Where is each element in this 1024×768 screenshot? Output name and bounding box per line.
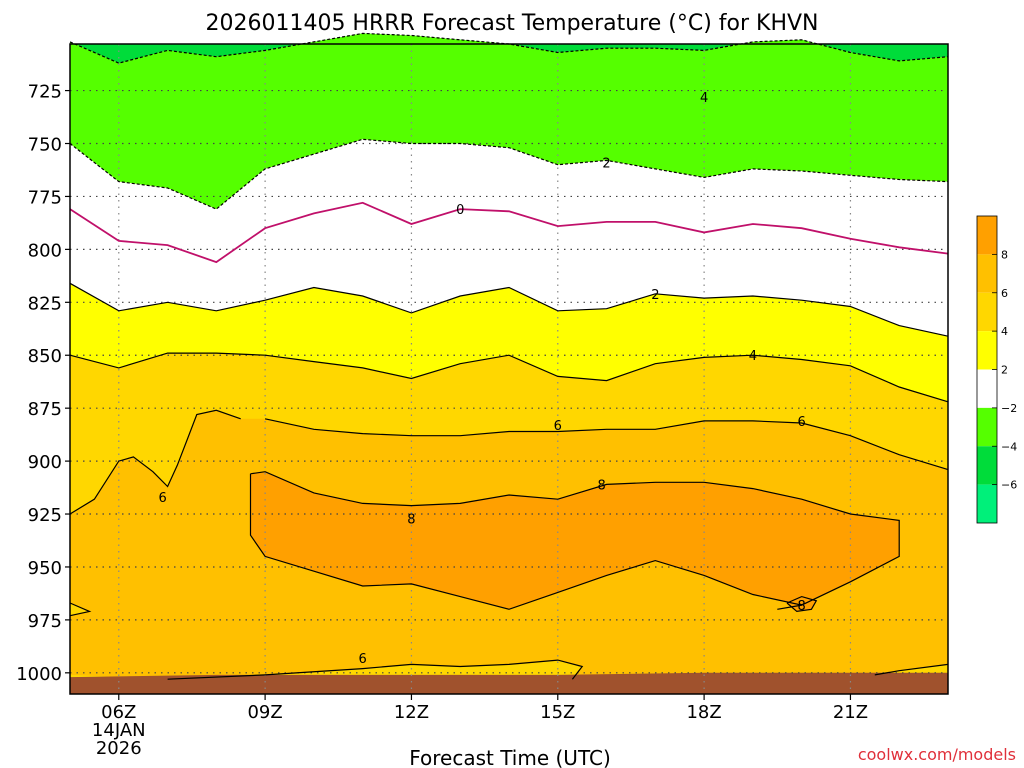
colorbar-label-2: 4 bbox=[1001, 325, 1008, 338]
isotherm-label-4: 4 bbox=[749, 349, 757, 364]
band-minus6-minus4 bbox=[70, 33, 948, 64]
isotherm-line-3 bbox=[69, 282, 949, 337]
band-left-pocket bbox=[70, 603, 90, 616]
isotherm-label-0: 4 bbox=[700, 91, 708, 106]
colorbar-swatch-2-4 bbox=[977, 331, 997, 370]
isotherm-line-12 bbox=[874, 663, 949, 676]
y-tick-label-775: 775 bbox=[28, 187, 62, 208]
colorbar-swatch--6--4 bbox=[977, 446, 997, 485]
x-tick-label-18-0: 18Z bbox=[686, 702, 721, 723]
colorbar: 8 6 4 2 −2 −4 −6 bbox=[976, 215, 1017, 524]
y-tick-label-900: 900 bbox=[28, 452, 62, 473]
colorbar-swatch--2-2 bbox=[977, 369, 997, 408]
chart-title: 2026011405 HRRR Forecast Temperature (°C… bbox=[205, 11, 818, 36]
isotherm-label-6: 6 bbox=[798, 415, 806, 430]
isotherm-label-8: 8 bbox=[407, 512, 415, 527]
y-tick-label-750: 750 bbox=[28, 135, 62, 156]
x-tick-label-21-0: 21Z bbox=[833, 702, 868, 723]
isotherm-line-5 bbox=[264, 418, 949, 471]
colorbar-label-4: −2 bbox=[1001, 402, 1017, 415]
colorbar-label-1: 6 bbox=[1001, 287, 1008, 300]
band-minus4-minus2 bbox=[70, 33, 948, 210]
y-tick-label-875: 875 bbox=[28, 399, 62, 420]
y-tick-label-800: 800 bbox=[28, 240, 62, 261]
isotherm-line-9 bbox=[786, 595, 818, 613]
x-tick-label-6-2: 2026 bbox=[96, 738, 142, 759]
colorbar-swatch--4--2 bbox=[977, 407, 997, 447]
isotherm-line-1 bbox=[69, 138, 949, 210]
y-axis: 725 750 775 800 825 850 875 900 925 950 975 1000 bbox=[16, 82, 70, 685]
isotherm-line-6 bbox=[69, 409, 241, 515]
colorbar-label-6: −6 bbox=[1001, 479, 1017, 492]
band-2-4 bbox=[70, 283, 948, 402]
y-tick-label-1000: 1000 bbox=[16, 664, 62, 685]
colorbar-swatch-8-10 bbox=[977, 216, 997, 255]
y-tick-label-950: 950 bbox=[28, 558, 62, 579]
isotherm-line-11 bbox=[167, 659, 584, 680]
colorbar-label-0: 8 bbox=[1001, 248, 1008, 261]
below-ground bbox=[70, 672, 948, 694]
isotherm-line-8 bbox=[777, 604, 802, 610]
x-tick-label-6-1: 14JAN bbox=[92, 720, 146, 741]
isotherm-line-7 bbox=[249, 471, 900, 610]
isotherm-label-11: 6 bbox=[359, 652, 367, 667]
colorbar-swatch--8--6 bbox=[977, 484, 997, 523]
colorbar-swatch-4-6 bbox=[977, 292, 997, 332]
colorbar-swatch-6-8 bbox=[977, 254, 997, 293]
x-tick-label-15-0: 15Z bbox=[540, 702, 575, 723]
y-tick-label-825: 825 bbox=[28, 293, 62, 314]
isotherm-line-10 bbox=[69, 602, 92, 617]
x-axis-label: Forecast Time (UTC) bbox=[409, 746, 611, 768]
isotherm-label-10: 8 bbox=[798, 599, 806, 614]
plot-fills bbox=[70, 33, 948, 694]
y-tick-label-925: 925 bbox=[28, 505, 62, 526]
x-tick-label-6-0: 06Z bbox=[101, 702, 136, 723]
plot-lines bbox=[69, 32, 949, 680]
band-4-6 bbox=[70, 353, 948, 514]
plot-labels: 4 2 0 2 4 6 6 6 8 8 8 6 bbox=[159, 91, 806, 667]
y-tick-label-725: 725 bbox=[28, 82, 62, 103]
isotherm-label-5: 6 bbox=[554, 419, 562, 434]
isotherm-label-9: 8 bbox=[598, 478, 606, 493]
band-minus2-2 bbox=[70, 139, 948, 337]
isotherm-label-3: 2 bbox=[651, 288, 659, 303]
isotherm-line-4 bbox=[69, 352, 949, 403]
y-tick-label-975: 975 bbox=[28, 611, 62, 632]
x-tick-label-9-0: 09Z bbox=[247, 702, 282, 723]
isotherm-label-1: 2 bbox=[602, 157, 610, 172]
credit-text[interactable]: coolwx.com/models bbox=[858, 745, 1016, 764]
isotherm-label-7: 6 bbox=[159, 491, 167, 506]
isotherm-line-2 bbox=[69, 201, 949, 264]
y-tick-label-850: 850 bbox=[28, 346, 62, 367]
plot-grid bbox=[70, 44, 948, 694]
plot-frame bbox=[69, 43, 949, 695]
colorbar-label-5: −4 bbox=[1001, 440, 1017, 453]
colorbar-label-3: 2 bbox=[1001, 364, 1008, 377]
isotherm-label-2: 0 bbox=[456, 203, 464, 218]
x-tick-label-12-0: 12Z bbox=[394, 702, 429, 723]
